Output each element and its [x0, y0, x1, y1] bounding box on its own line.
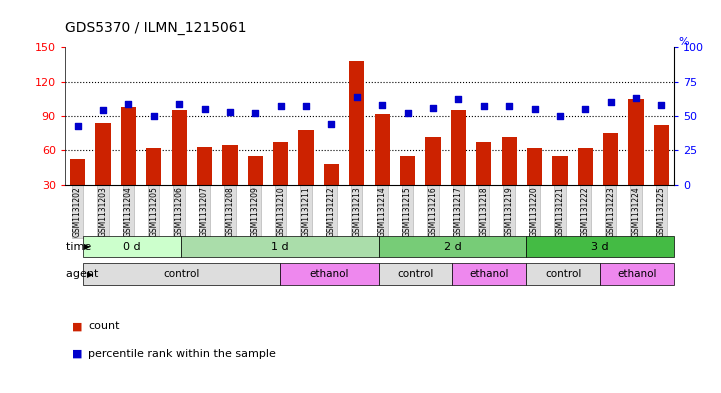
Point — [173, 100, 185, 107]
Point — [300, 103, 311, 109]
Point — [199, 106, 211, 112]
Point — [605, 99, 616, 105]
Bar — [248, 156, 263, 219]
Text: ethanol: ethanol — [617, 269, 657, 279]
Bar — [629, 99, 644, 219]
Bar — [324, 164, 339, 219]
Bar — [222, 145, 237, 219]
Text: GDS5370 / ILMN_1215061: GDS5370 / ILMN_1215061 — [65, 21, 247, 35]
Point — [402, 110, 413, 116]
Text: ethanol: ethanol — [309, 269, 349, 279]
Bar — [400, 156, 415, 219]
Bar — [425, 136, 441, 219]
Bar — [552, 156, 567, 219]
Text: ethanol: ethanol — [469, 269, 509, 279]
Text: 3 d: 3 d — [591, 242, 609, 252]
Bar — [502, 136, 517, 219]
Text: count: count — [88, 321, 120, 331]
Text: control: control — [163, 269, 200, 279]
Point — [72, 122, 84, 129]
Point — [249, 110, 261, 116]
Text: ■: ■ — [72, 349, 83, 359]
Bar — [476, 142, 492, 219]
Point — [478, 103, 490, 109]
Bar — [527, 148, 542, 219]
Bar — [578, 148, 593, 219]
Point — [275, 103, 286, 109]
Point — [655, 102, 667, 108]
Text: 0 d: 0 d — [123, 242, 141, 252]
Bar — [603, 133, 619, 219]
Text: ▶: ▶ — [84, 242, 91, 251]
Text: control: control — [397, 269, 433, 279]
Point — [224, 108, 236, 115]
Text: ▶: ▶ — [87, 270, 94, 279]
Point — [630, 95, 642, 101]
Point — [326, 121, 337, 127]
Point — [376, 102, 388, 108]
Bar — [451, 110, 466, 219]
Point — [351, 94, 363, 100]
Text: %: % — [678, 37, 689, 47]
Bar — [197, 147, 212, 219]
Point — [554, 113, 566, 119]
Bar — [172, 110, 187, 219]
Point — [503, 103, 515, 109]
Text: percentile rank within the sample: percentile rank within the sample — [88, 349, 276, 359]
Point — [123, 100, 134, 107]
Bar — [349, 61, 364, 219]
Text: ■: ■ — [72, 321, 83, 331]
Bar — [146, 148, 162, 219]
Bar — [654, 125, 669, 219]
Bar — [298, 130, 314, 219]
Bar — [70, 160, 85, 219]
Point — [428, 105, 439, 111]
Text: control: control — [545, 269, 581, 279]
Bar — [375, 114, 390, 219]
Bar — [120, 107, 136, 219]
Point — [453, 96, 464, 103]
Text: 1 d: 1 d — [271, 242, 289, 252]
Point — [97, 107, 109, 114]
Text: agent: agent — [66, 269, 102, 279]
Point — [148, 113, 159, 119]
Bar — [95, 123, 110, 219]
Text: time: time — [66, 242, 94, 252]
Bar — [273, 142, 288, 219]
Text: 2 d: 2 d — [443, 242, 461, 252]
Point — [528, 106, 540, 112]
Point — [580, 106, 591, 112]
